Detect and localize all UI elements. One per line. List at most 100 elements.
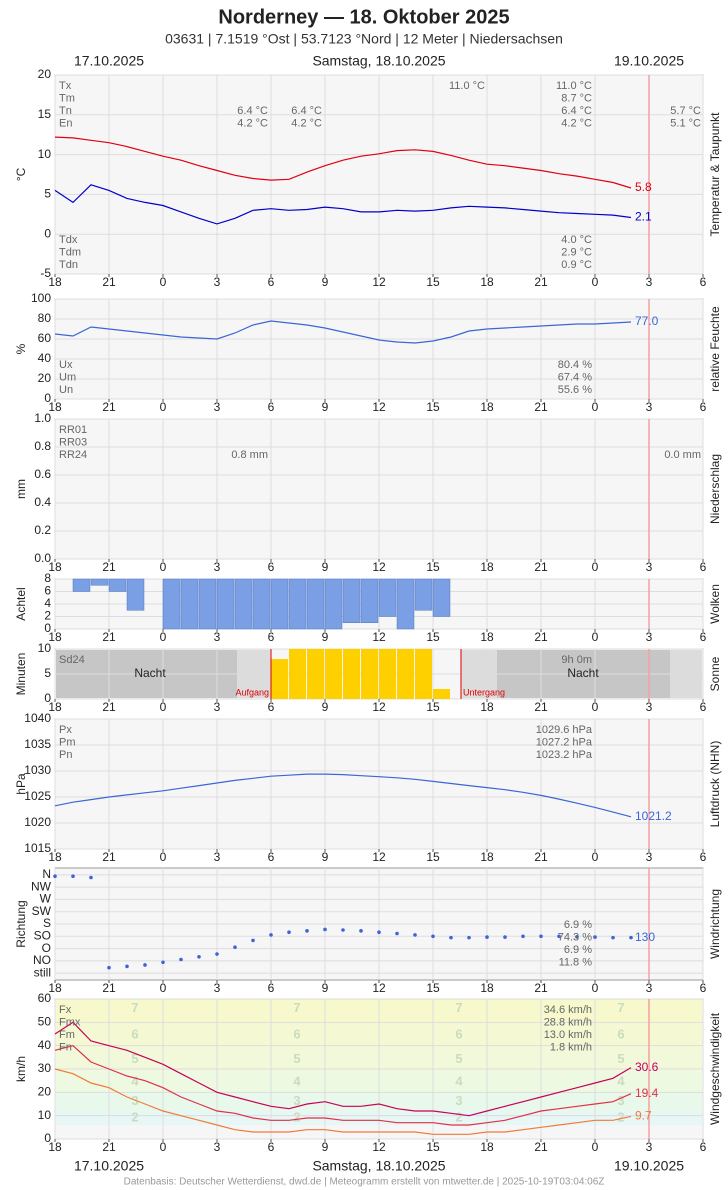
y-tick-label: 0 (44, 1131, 51, 1145)
y-tick-label: 5 (44, 187, 51, 201)
note-label: Fmx (59, 1016, 81, 1028)
x-tick-label: 18 (48, 1140, 62, 1154)
x-tick-label: 21 (102, 850, 116, 864)
x-tick-label: 12 (372, 400, 386, 414)
y-tick-label: 10 (38, 1108, 52, 1122)
y-tick-label: 0 (44, 621, 51, 635)
y-tick-label: N (42, 867, 51, 881)
x-tick-label: 21 (102, 560, 116, 574)
note-value: 0.0 mm (664, 449, 701, 461)
note-label: Un (59, 384, 73, 396)
bar (397, 649, 414, 699)
bar (306, 578, 325, 630)
y-tick-label: 1015 (24, 841, 51, 855)
x-tick-label: 0 (592, 275, 599, 289)
y-tick-label: still (34, 965, 51, 979)
data-point (215, 952, 219, 956)
note-label: Pn (59, 749, 72, 761)
beaufort-label: 2 (455, 1109, 462, 1124)
bar (126, 578, 145, 611)
x-tick-label: 0 (160, 630, 167, 644)
bar (324, 578, 343, 630)
bar (378, 578, 397, 617)
data-point (431, 934, 435, 939)
data-point (413, 933, 417, 937)
x-tick-label: 18 (48, 275, 62, 289)
station-info: 03631 | 7.1519 °Ost | 53.7123 °Nord | 12… (165, 31, 563, 47)
data-point (341, 928, 345, 932)
x-tick-label: 15 (426, 700, 440, 714)
note-label: Fm (59, 1029, 75, 1041)
data-point (251, 938, 255, 943)
end-label: 77.0 (635, 314, 659, 328)
x-tick-label: 3 (646, 981, 653, 995)
note-label: Pm (59, 736, 76, 748)
beaufort-label: 7 (617, 1000, 624, 1015)
x-tick-label: 18 (48, 850, 62, 864)
y-tick-label: 15 (38, 107, 52, 121)
data-line (54, 773, 632, 818)
x-tick-label: 21 (102, 275, 116, 289)
y-axis-label: % (14, 343, 28, 354)
x-tick-label: 18 (48, 400, 62, 414)
bar (289, 649, 306, 699)
beaufort-label: 3 (293, 1093, 300, 1108)
data-line (54, 136, 632, 189)
x-tick-label: 12 (372, 630, 386, 644)
note-label: Tn (59, 105, 72, 117)
x-tick-label: 21 (534, 400, 548, 414)
beaufort-label: 2 (293, 1109, 300, 1124)
beaufort-label: 7 (131, 1000, 138, 1015)
x-tick-label: 6 (268, 560, 275, 574)
bar (288, 578, 307, 630)
date-label: 19.10.2025 (614, 53, 684, 69)
bar (433, 689, 450, 699)
beaufort-label: 3 (455, 1093, 462, 1108)
bar (414, 578, 433, 611)
panel-title: Wolken (708, 584, 722, 624)
x-tick-label: 21 (534, 1140, 548, 1154)
x-tick-label: 9 (322, 275, 329, 289)
x-tick-label: 15 (426, 275, 440, 289)
bar (234, 578, 253, 630)
y-axis-label: hPa (14, 773, 28, 795)
bar (415, 649, 432, 699)
night-label: Nacht (134, 666, 166, 680)
bar (360, 578, 379, 623)
x-tick-label: 3 (646, 700, 653, 714)
y-tick-label: 20 (38, 67, 52, 81)
bar (342, 578, 361, 623)
x-tick-label: 0 (160, 400, 167, 414)
data-point (611, 935, 615, 940)
y-tick-label: 60 (38, 331, 52, 345)
x-tick-label: 21 (102, 400, 116, 414)
beaufort-label: 2 (617, 1109, 624, 1124)
data-point (557, 934, 561, 939)
y-tick-label: 40 (38, 351, 52, 365)
end-label: 9.7 (635, 1109, 652, 1123)
beaufort-label: 5 (131, 1051, 138, 1066)
note-value: 6.9 % (564, 944, 592, 956)
x-tick-label: 6 (700, 700, 707, 714)
panel-title: Windgeschwindigkeit (708, 1012, 722, 1125)
data-point (161, 960, 165, 965)
x-tick-label: 9 (322, 1140, 329, 1154)
bar (307, 649, 324, 699)
note-label: Ux (59, 359, 73, 371)
sunrise-label: Aufgang (235, 687, 269, 697)
x-tick-label: 21 (534, 275, 548, 289)
x-tick-label: 15 (426, 850, 440, 864)
y-tick-label: 0.6 (34, 467, 51, 481)
beaufort-label: 4 (293, 1073, 301, 1088)
x-tick-label: 9 (322, 981, 329, 995)
note-value: 9h 0m (561, 654, 592, 666)
x-tick-label: 0 (592, 560, 599, 574)
y-tick-label: 0 (44, 691, 51, 705)
data-point (71, 874, 75, 878)
end-label: 30.6 (635, 1060, 659, 1074)
bar (162, 578, 181, 630)
data-point (125, 964, 129, 969)
date-label: 19.10.2025 (614, 1158, 684, 1174)
beaufort-label: 7 (293, 1000, 300, 1015)
x-tick-label: 18 (48, 560, 62, 574)
